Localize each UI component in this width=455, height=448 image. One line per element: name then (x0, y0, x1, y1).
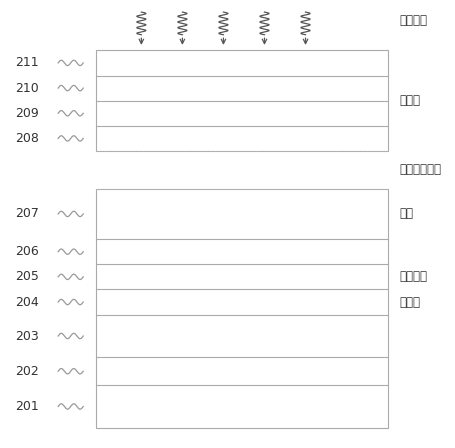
Text: 施主Si重掺杂GaN层: 施主Si重掺杂GaN层 (200, 56, 283, 69)
Text: 受主Mg掺杂GaN层: 受主Mg掺杂GaN层 (200, 245, 283, 258)
Text: 受主Mg与施主Si共掺杂GaN层: 受主Mg与施主Si共掺杂GaN层 (179, 207, 303, 220)
Text: 非故意掺杂GaN层: 非故意掺杂GaN层 (205, 132, 277, 145)
Text: 发射极: 发射极 (398, 296, 419, 309)
Text: 208: 208 (15, 132, 39, 145)
Text: 基极: 基极 (398, 207, 412, 220)
Text: 次发射极: 次发射极 (398, 270, 426, 283)
Text: 207: 207 (15, 207, 39, 220)
Text: 施主Si掺杂GaN层: 施主Si掺杂GaN层 (203, 296, 279, 309)
Text: 203: 203 (15, 329, 39, 343)
Text: 209: 209 (15, 107, 39, 120)
Text: 非故意掺杂GaN层: 非故意掺杂GaN层 (205, 270, 277, 283)
Text: 蓝宝石衬底: 蓝宝石衬底 (222, 400, 260, 413)
Text: 210: 210 (15, 82, 39, 95)
Text: 211: 211 (15, 56, 39, 69)
Text: 入射光线: 入射光线 (398, 13, 426, 26)
Text: 201: 201 (15, 400, 39, 413)
Text: 204: 204 (15, 296, 39, 309)
Text: 205: 205 (15, 270, 39, 283)
Text: 集电极: 集电极 (398, 94, 419, 107)
Text: 非故意掺杂GaN层: 非故意掺杂GaN层 (205, 329, 277, 343)
Text: Al组分渐变AlGaN层: Al组分渐变AlGaN层 (197, 107, 285, 120)
Text: 施主Si掺杂Al$_{\mathregular{0.22}}$Ga$_{\mathregular{0.78}}$N层: 施主Si掺杂Al$_{\mathregular{0.22}}$Ga$_{\mat… (180, 80, 302, 96)
Text: 206: 206 (15, 245, 39, 258)
Text: 缓冲层: 缓冲层 (230, 365, 253, 378)
Text: 生长中断过程: 生长中断过程 (398, 164, 440, 177)
Text: 202: 202 (15, 365, 39, 378)
